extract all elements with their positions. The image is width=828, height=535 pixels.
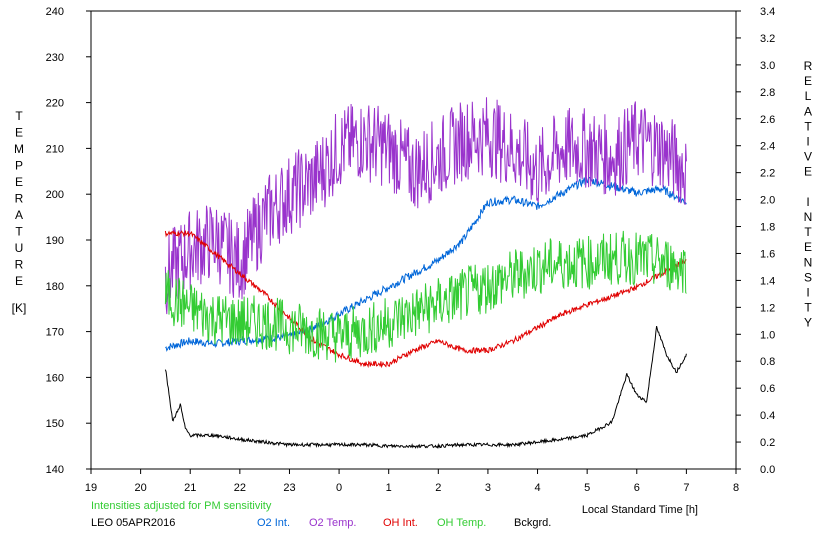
y-left-tick-label: 220 [46,98,64,110]
series-line-0 [165,176,687,352]
y-right-tick-label: 3.0 [760,60,775,72]
y-left-tick-label: 160 [46,372,64,384]
right-axis-title-letter: S [804,270,812,284]
axis-ticks: 19 20 21 22 23 0 1 2 3 4 5 6 7 8140150160170180190200… [46,6,776,494]
legend-item-oh-temp: OH Temp. [437,517,486,529]
y-right-tick-label: 3.2 [760,33,775,45]
y-right-tick-label: 2.0 [760,195,775,207]
y-right-tick-label: 2.8 [760,87,775,99]
y-right-tick-label: 1.8 [760,222,775,234]
left-axis-title-letter: E [15,175,23,189]
x-tick-label: 3 [485,482,491,494]
y-right-tick-label: 0.6 [760,383,775,395]
x-tick-label: 19 [85,482,97,494]
y-right-tick-label: 2.4 [760,141,775,153]
y-left-tick-label: 140 [46,464,64,476]
sensitivity-note: Intensities adjusted for PM sensitivity [91,500,272,512]
y-left-tick-label: 180 [46,281,64,293]
y-right-tick-label: 0.8 [760,356,775,368]
x-tick-label: 5 [584,482,590,494]
right-axis-title-letter: R [804,59,813,73]
y-right-tick-label: 1.0 [760,329,775,341]
x-tick-label: 2 [435,482,441,494]
x-tick-label: 7 [683,482,689,494]
y-right-tick-label: 2.2 [760,168,775,180]
y-left-tick-label: 210 [46,143,64,155]
y-right-tick-label: 1.4 [760,275,775,287]
right-axis-title-letter: E [804,165,812,179]
left-axis-title-letter: T [15,109,23,123]
series-line-4 [164,325,687,449]
legend-item-background: Bckgrd. [514,517,551,529]
right-axis-title-letter: E [804,74,812,88]
right-axis-title-letter: E [804,240,812,254]
legend-item-oh-int: OH Int. [383,517,418,529]
y-right-tick-label: 0.4 [760,410,775,422]
right-axis-title-letter: N [804,255,813,269]
right-axis-title-letter: T [804,119,812,133]
x-tick-label: 0 [336,482,342,494]
left-axis-title-letter: E [15,274,23,288]
right-axis-title-letter: I [806,195,809,209]
x-tick-label: 4 [534,482,540,494]
y-left-tick-label: 150 [46,418,64,430]
x-tick-label: 8 [733,482,739,494]
y-left-tick-label: 170 [46,327,64,339]
series-line-3 [164,230,687,363]
y-right-tick-label: 0.0 [760,464,775,476]
x-tick-label: 20 [134,482,146,494]
x-axis-title: Local Standard Time [h] [582,504,698,516]
right-axis-title-letter: I [806,286,809,300]
right-axis-title-letter: T [804,225,812,239]
series-line-1 [164,97,687,315]
right-axis-title-letter: A [804,104,812,118]
y-right-tick-label: 2.6 [760,114,775,126]
x-tick-label: 1 [386,482,392,494]
right-axis-title-letter: L [805,89,812,103]
x-tick-label: 22 [234,482,246,494]
station-date: LEO 05APR2016 [91,517,175,529]
y-left-tick-label: 240 [46,6,64,18]
y-right-tick-label: 1.2 [760,302,775,314]
left-axis-title-letter: E [15,126,23,140]
x-tick-label: 21 [184,482,196,494]
y-right-tick-label: 0.2 [760,437,775,449]
left-axis-unit: [K] [12,301,27,315]
series-line-2 [164,229,687,369]
right-axis-title-letter: N [804,210,813,224]
left-axis-title-letter: R [15,258,24,272]
left-axis-title-letter: R [15,192,24,206]
data-series [164,97,687,449]
right-axis-title-letter: T [804,301,812,315]
legend-item-o2-temp: O2 Temp. [309,517,357,529]
y-left-tick-label: 190 [46,235,64,247]
left-axis-title-letter: U [15,241,24,255]
right-axis-title-letter: I [806,135,809,149]
y-left-tick-label: 200 [46,189,64,201]
y-right-tick-label: 1.6 [760,248,775,260]
left-axis-title-letter: T [15,225,23,239]
right-axis-title-letter: Y [804,316,812,330]
right-axis-title-letter: V [804,150,812,164]
legend-item-o2-int: O2 Int. [257,517,290,529]
left-axis-title-letter: M [14,142,24,156]
x-tick-label: 6 [634,482,640,494]
y-right-tick-label: 3.4 [760,6,775,18]
y-left-tick-label: 230 [46,52,64,64]
x-tick-label: 23 [283,482,295,494]
left-axis-title-letter: P [15,159,23,173]
left-axis-title-letter: A [15,208,23,222]
